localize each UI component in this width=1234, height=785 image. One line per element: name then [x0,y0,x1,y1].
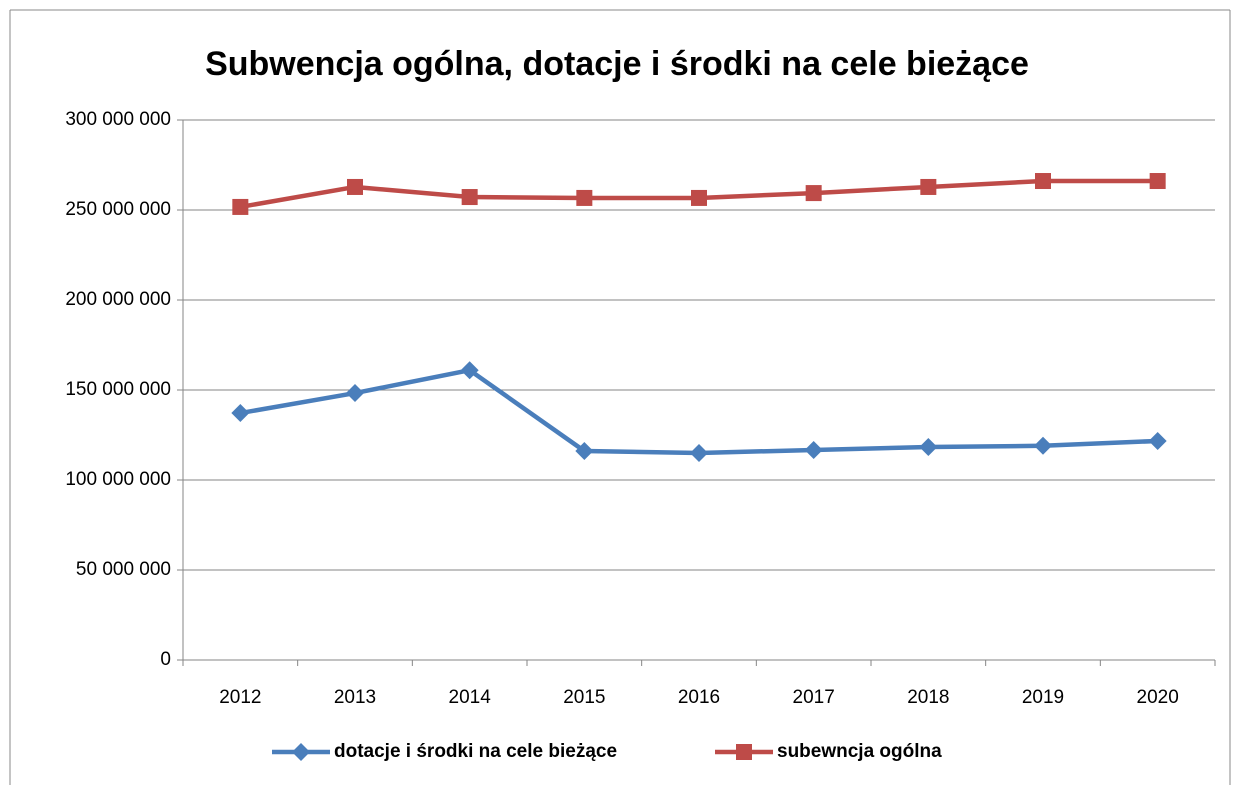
x-tick-label: 2015 [563,687,605,708]
data-point [347,178,363,195]
x-tick-label: 2014 [449,687,492,708]
legend-label: dotacje i środki na cele bieżące [334,741,617,762]
data-point [575,442,594,461]
legend-label: subewncja ogólna [777,741,942,762]
data-point [346,384,364,403]
y-tick-label: 200 000 000 [65,289,171,310]
data-point [919,438,938,457]
data-point [691,189,707,206]
y-tick-label: 0 [160,649,171,670]
chart-title: Subwencja ogólna, dotacje i środki na ce… [205,45,1029,83]
y-tick-label: 300 000 000 [65,109,171,130]
x-tick-label: 2019 [1022,687,1064,708]
data-point [576,189,593,206]
data-point [232,198,249,215]
data-point [1034,436,1052,455]
data-point [805,185,822,202]
x-tick-label: 2013 [334,687,376,708]
x-tick-label: 2018 [907,687,949,708]
y-tick-label: 50 000 000 [76,559,171,580]
data-point [231,404,250,423]
x-tick-label: 2016 [678,687,720,708]
y-tick-label: 100 000 000 [65,469,171,490]
data-point [1035,173,1051,190]
data-point [690,444,708,462]
x-tick-label: 2017 [793,687,835,708]
legend-marker [292,743,310,761]
data-point [460,361,479,380]
series-line [239,367,1158,456]
data-point [1148,431,1167,450]
data-point [1149,173,1166,190]
y-tick-label: 250 000 000 [65,199,171,220]
legend-marker [736,744,752,760]
y-tick-label: 150 000 000 [65,379,171,400]
data-point [920,178,937,195]
x-tick-label: 2020 [1137,687,1179,708]
data-point [804,440,823,459]
data-point [461,189,478,206]
x-tick-label: 2012 [219,687,261,708]
